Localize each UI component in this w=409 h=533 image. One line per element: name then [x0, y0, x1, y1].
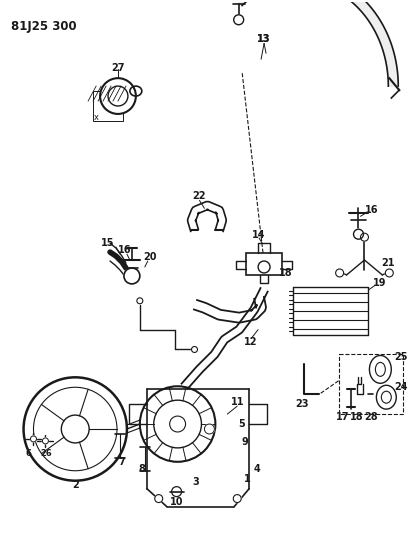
Text: 28: 28 [364, 412, 378, 422]
Circle shape [191, 346, 198, 352]
Ellipse shape [369, 356, 391, 383]
Circle shape [233, 495, 241, 503]
Circle shape [108, 86, 128, 106]
Text: 16: 16 [118, 245, 132, 255]
Circle shape [385, 269, 393, 277]
Text: 19: 19 [373, 278, 386, 288]
Text: 14: 14 [252, 230, 266, 240]
Text: 13: 13 [257, 35, 271, 44]
Circle shape [154, 400, 202, 448]
Text: 22: 22 [193, 191, 206, 201]
Text: 18: 18 [279, 268, 293, 278]
Bar [246, 253, 282, 275]
Text: 1: 1 [244, 474, 251, 483]
Text: 8: 8 [138, 464, 145, 474]
Text: 16: 16 [365, 205, 378, 215]
Bar [339, 354, 403, 414]
Text: 20: 20 [143, 252, 157, 262]
Circle shape [61, 415, 89, 443]
Text: 4: 4 [254, 464, 261, 474]
Circle shape [155, 495, 163, 503]
Circle shape [353, 229, 364, 239]
Text: x: x [94, 114, 99, 123]
Text: 81J25 300: 81J25 300 [11, 20, 76, 33]
Circle shape [170, 416, 186, 432]
Text: 5: 5 [238, 419, 245, 429]
Circle shape [204, 424, 214, 434]
Polygon shape [235, 0, 398, 86]
Circle shape [172, 487, 182, 497]
Text: 10: 10 [170, 497, 183, 506]
Text: 18: 18 [350, 412, 363, 422]
Circle shape [234, 15, 244, 25]
Circle shape [360, 233, 369, 241]
Text: 11: 11 [231, 397, 244, 407]
Circle shape [124, 268, 140, 284]
Text: 13: 13 [257, 35, 271, 44]
Circle shape [137, 298, 143, 304]
Text: 15: 15 [101, 238, 115, 248]
Circle shape [24, 377, 127, 481]
Text: 27: 27 [111, 63, 125, 73]
Ellipse shape [381, 391, 391, 403]
Circle shape [100, 78, 136, 114]
Ellipse shape [376, 385, 396, 409]
Ellipse shape [130, 86, 142, 96]
Circle shape [336, 269, 344, 277]
Text: 2: 2 [72, 480, 79, 490]
Circle shape [140, 386, 216, 462]
Text: 17: 17 [336, 412, 349, 422]
Circle shape [31, 436, 36, 442]
Text: 21: 21 [382, 258, 395, 268]
Bar [93, 91, 123, 121]
Text: 3: 3 [192, 477, 199, 487]
Text: 7: 7 [119, 457, 125, 467]
Circle shape [43, 438, 48, 444]
Text: 9: 9 [242, 437, 249, 447]
Circle shape [258, 261, 270, 273]
Text: 6: 6 [26, 449, 31, 458]
Text: 26: 26 [40, 449, 52, 458]
Text: 12: 12 [245, 336, 258, 346]
Text: 23: 23 [295, 399, 309, 409]
Ellipse shape [375, 362, 385, 376]
Text: 25: 25 [395, 352, 408, 362]
Text: 24: 24 [395, 382, 408, 392]
Circle shape [34, 387, 117, 471]
